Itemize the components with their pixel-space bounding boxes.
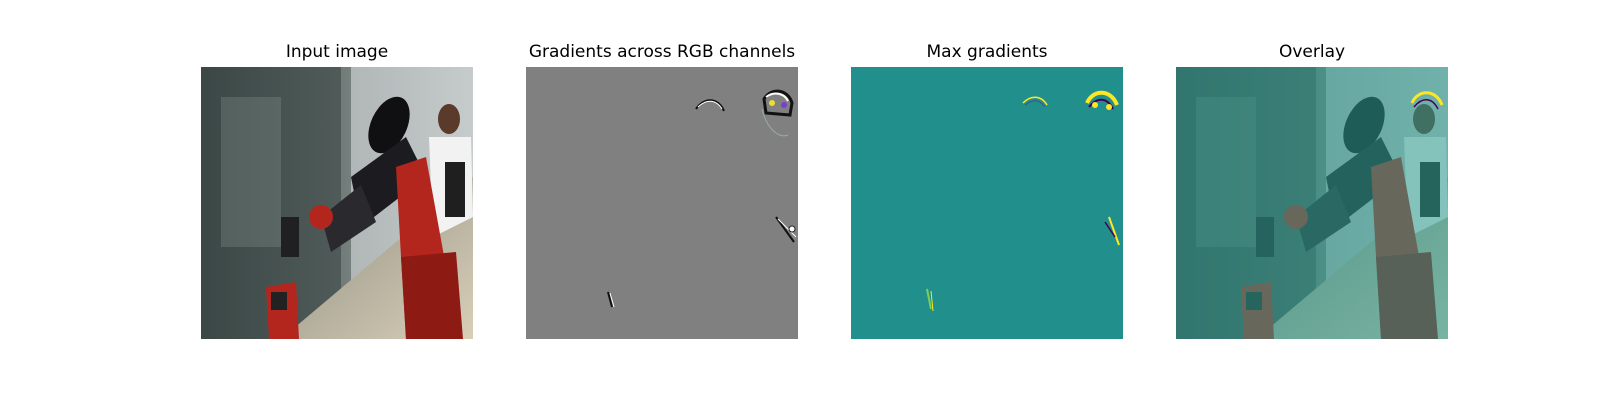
- rgb-gradients-graphic: [526, 67, 798, 339]
- panel-title: Gradients across RGB channels: [528, 42, 796, 62]
- rgb-gradients-image: [526, 67, 798, 339]
- panel-title: Max gradients: [926, 42, 1048, 62]
- panel-title: Input image: [285, 42, 389, 62]
- max-gradients-image: [851, 67, 1123, 339]
- panel-rgb-gradients: Gradients across RGB channels: [526, 0, 798, 400]
- input-image-graphic: [201, 67, 473, 339]
- panel-max-gradients: Max gradients: [851, 0, 1123, 400]
- overlay-graphic: [1176, 67, 1448, 339]
- panel-overlay: Overlay: [1176, 0, 1448, 400]
- max-gradients-graphic: [851, 67, 1123, 339]
- panel-title: Overlay: [1278, 42, 1346, 62]
- overlay-image: [1176, 67, 1448, 339]
- input-image: [201, 67, 473, 339]
- panel-input-image: Input image: [201, 0, 473, 400]
